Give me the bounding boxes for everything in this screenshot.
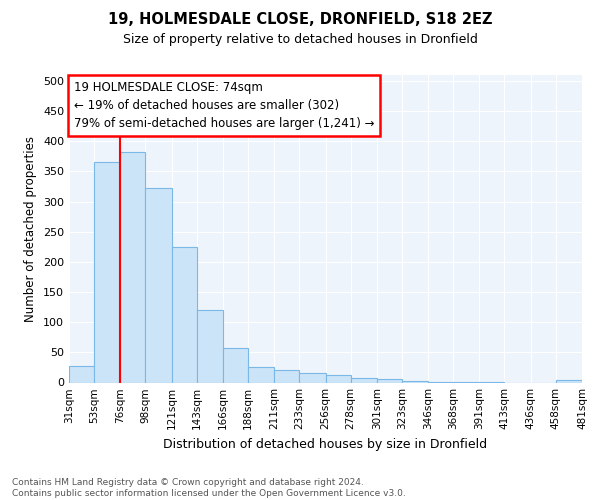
Y-axis label: Number of detached properties: Number of detached properties bbox=[25, 136, 37, 322]
Text: 19 HOLMESDALE CLOSE: 74sqm
← 19% of detached houses are smaller (302)
79% of sem: 19 HOLMESDALE CLOSE: 74sqm ← 19% of deta… bbox=[74, 81, 374, 130]
Bar bbox=[556, 380, 582, 382]
Bar bbox=[197, 310, 223, 382]
X-axis label: Distribution of detached houses by size in Dronfield: Distribution of detached houses by size … bbox=[163, 438, 488, 451]
Bar bbox=[248, 367, 274, 382]
Bar bbox=[145, 188, 172, 382]
Bar bbox=[299, 373, 325, 382]
Text: 19, HOLMESDALE CLOSE, DRONFIELD, S18 2EZ: 19, HOLMESDALE CLOSE, DRONFIELD, S18 2EZ bbox=[108, 12, 492, 28]
Bar bbox=[120, 152, 145, 382]
Bar bbox=[69, 366, 94, 382]
Text: Size of property relative to detached houses in Dronfield: Size of property relative to detached ho… bbox=[122, 32, 478, 46]
Bar bbox=[94, 162, 120, 382]
Bar bbox=[172, 247, 197, 382]
Bar bbox=[377, 380, 402, 382]
Bar bbox=[274, 370, 299, 382]
Text: Contains HM Land Registry data © Crown copyright and database right 2024.
Contai: Contains HM Land Registry data © Crown c… bbox=[12, 478, 406, 498]
Bar bbox=[325, 374, 350, 382]
Bar bbox=[223, 348, 248, 382]
Bar bbox=[350, 378, 377, 382]
